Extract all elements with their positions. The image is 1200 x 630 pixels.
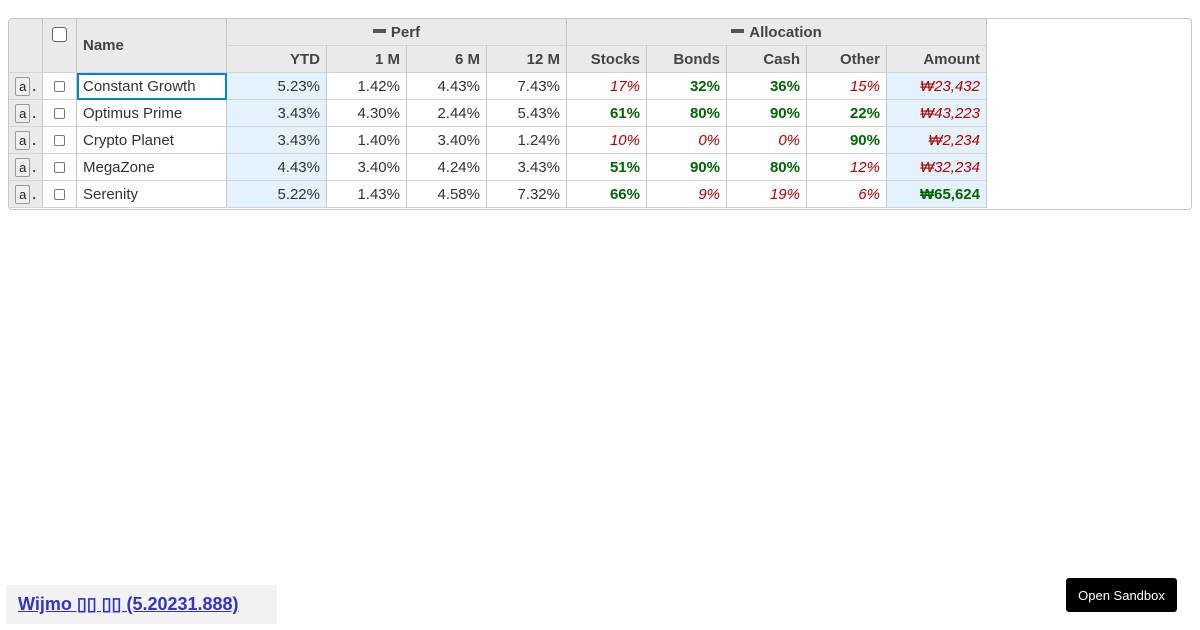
cell-ytd[interactable]: 5.22% — [227, 181, 327, 208]
collapse-icon[interactable] — [372, 29, 386, 33]
cell-bonds[interactable]: 32% — [647, 73, 727, 100]
column-header-12m[interactable]: 12 M — [487, 46, 567, 73]
cell-cash[interactable]: 36% — [727, 73, 807, 100]
cell-other[interactable]: 6% — [807, 181, 887, 208]
cell-amount[interactable]: ₩65,624 — [887, 181, 987, 208]
row-action-suffix: . — [32, 159, 36, 175]
cell-ytd[interactable]: 4.43% — [227, 154, 327, 181]
cell-cash[interactable]: 90% — [727, 100, 807, 127]
row-select-cell[interactable] — [43, 181, 77, 208]
row-header[interactable]: a. — [9, 100, 43, 127]
cell-stocks[interactable]: 51% — [567, 154, 647, 181]
select-all-cell[interactable] — [43, 19, 77, 73]
column-header-stocks[interactable]: Stocks — [567, 46, 647, 73]
cell-other[interactable]: 15% — [807, 73, 887, 100]
cell-12m[interactable]: 1.24% — [487, 127, 567, 154]
cell-name[interactable]: Serenity — [77, 181, 227, 208]
row-header[interactable]: a. — [9, 181, 43, 208]
group-header-allocation[interactable]: Allocation — [567, 19, 987, 46]
cell-stocks[interactable]: 10% — [567, 127, 647, 154]
cell-bonds[interactable]: 9% — [647, 181, 727, 208]
cell-other[interactable]: 90% — [807, 127, 887, 154]
flex-grid[interactable]: Name Perf Allocation YTD 1 M 6 M 12 M St… — [8, 18, 1192, 210]
row-checkbox[interactable] — [54, 161, 65, 173]
select-all-checkbox[interactable] — [52, 27, 67, 42]
cell-6m[interactable]: 4.24% — [407, 154, 487, 181]
row-action-button[interactable]: a — [15, 184, 31, 204]
column-header-6m[interactable]: 6 M — [407, 46, 487, 73]
cell-1m[interactable]: 1.42% — [327, 73, 407, 100]
cell-6m[interactable]: 3.40% — [407, 127, 487, 154]
group-header-perf[interactable]: Perf — [227, 19, 567, 46]
row-checkbox[interactable] — [54, 107, 65, 119]
cell-1m[interactable]: 1.40% — [327, 127, 407, 154]
wijmo-version-link[interactable]: Wijmo ▯▯ ▯▯ (5.20231.888) — [18, 594, 239, 614]
group-header-perf-label: Perf — [390, 23, 421, 41]
cell-name[interactable]: MegaZone — [77, 154, 227, 181]
row-header[interactable]: a. — [9, 73, 43, 100]
cell-12m[interactable]: 5.43% — [487, 100, 567, 127]
row-action-suffix: . — [32, 78, 36, 94]
cell-bonds[interactable]: 80% — [647, 100, 727, 127]
row-checkbox[interactable] — [54, 80, 65, 92]
cell-1m[interactable]: 1.43% — [327, 181, 407, 208]
row-checkbox[interactable] — [54, 188, 65, 200]
cell-1m[interactable]: 3.40% — [327, 154, 407, 181]
row-action-suffix: . — [32, 132, 36, 148]
row-select-cell[interactable] — [43, 154, 77, 181]
cell-amount[interactable]: ₩2,234 — [887, 127, 987, 154]
cell-12m[interactable]: 7.32% — [487, 181, 567, 208]
cell-ytd[interactable]: 5.23% — [227, 73, 327, 100]
row-action-button[interactable]: a — [15, 103, 31, 123]
group-header-allocation-label: Allocation — [749, 23, 822, 41]
row-header-corner — [9, 19, 43, 73]
row-action-button[interactable]: a — [15, 76, 31, 96]
footer-version: Wijmo ▯▯ ▯▯ (5.20231.888) — [6, 585, 277, 624]
column-header-amount[interactable]: Amount — [887, 46, 987, 73]
cell-6m[interactable]: 2.44% — [407, 100, 487, 127]
cell-ytd[interactable]: 3.43% — [227, 127, 327, 154]
column-header-bonds[interactable]: Bonds — [647, 46, 727, 73]
open-sandbox-button[interactable]: Open Sandbox — [1066, 578, 1177, 612]
cell-amount[interactable]: ₩23,432 — [887, 73, 987, 100]
row-action-button[interactable]: a — [15, 130, 31, 150]
cell-name[interactable]: Crypto Planet — [77, 127, 227, 154]
column-header-ytd[interactable]: YTD — [227, 46, 327, 73]
cell-other[interactable]: 22% — [807, 100, 887, 127]
cell-6m[interactable]: 4.43% — [407, 73, 487, 100]
collapse-icon[interactable] — [731, 29, 745, 33]
row-header[interactable]: a. — [9, 154, 43, 181]
cell-other[interactable]: 12% — [807, 154, 887, 181]
column-header-cash[interactable]: Cash — [727, 46, 807, 73]
cell-cash[interactable]: 0% — [727, 127, 807, 154]
row-action-button[interactable]: a — [15, 157, 31, 177]
column-header-name[interactable]: Name — [77, 19, 227, 73]
cell-amount[interactable]: ₩43,223 — [887, 100, 987, 127]
column-header-other[interactable]: Other — [807, 46, 887, 73]
cell-stocks[interactable]: 17% — [567, 73, 647, 100]
cell-6m[interactable]: 4.58% — [407, 181, 487, 208]
cell-ytd[interactable]: 3.43% — [227, 100, 327, 127]
cell-bonds[interactable]: 90% — [647, 154, 727, 181]
row-action-suffix: . — [32, 105, 36, 121]
row-select-cell[interactable] — [43, 73, 77, 100]
cell-12m[interactable]: 3.43% — [487, 154, 567, 181]
row-header[interactable]: a. — [9, 127, 43, 154]
cell-bonds[interactable]: 0% — [647, 127, 727, 154]
row-action-suffix: . — [32, 186, 36, 202]
cell-cash[interactable]: 19% — [727, 181, 807, 208]
cell-name[interactable]: Optimus Prime — [77, 100, 227, 127]
cell-name[interactable]: Constant Growth — [77, 73, 227, 100]
cell-stocks[interactable]: 61% — [567, 100, 647, 127]
row-checkbox[interactable] — [54, 134, 65, 146]
cell-amount[interactable]: ₩32,234 — [887, 154, 987, 181]
cell-1m[interactable]: 4.30% — [327, 100, 407, 127]
cell-stocks[interactable]: 66% — [567, 181, 647, 208]
cell-12m[interactable]: 7.43% — [487, 73, 567, 100]
column-header-name-label: Name — [83, 37, 124, 54]
cell-cash[interactable]: 80% — [727, 154, 807, 181]
row-select-cell[interactable] — [43, 100, 77, 127]
column-header-1m[interactable]: 1 M — [327, 46, 407, 73]
row-select-cell[interactable] — [43, 127, 77, 154]
